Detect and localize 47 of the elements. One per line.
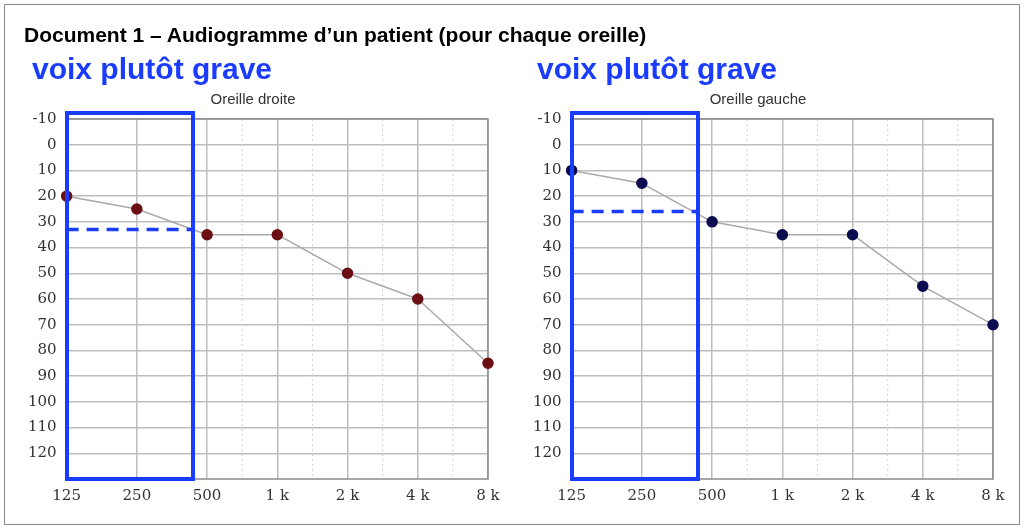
x-tick-label: 2 k bbox=[840, 485, 866, 504]
x-tick-label: 500 bbox=[192, 485, 222, 504]
y-tick-label: 30 bbox=[542, 211, 562, 230]
x-tick-label: 2 k bbox=[335, 485, 361, 504]
y-tick-label: -10 bbox=[32, 108, 57, 127]
y-tick-label: 60 bbox=[542, 288, 562, 307]
text: voix plutôt grave bbox=[537, 52, 779, 85]
y-tick-label: 50 bbox=[542, 263, 562, 282]
x-tick-label: 8 k bbox=[981, 485, 1006, 504]
text: Document 1 – Audiogramme d’un patient (pour chaque oreille) bbox=[24, 23, 647, 47]
x-tick-label: 1 k bbox=[770, 485, 795, 504]
chart-title: Oreille gauche bbox=[709, 90, 807, 108]
y-tick-label: 90 bbox=[37, 366, 57, 385]
y-tick-label: 80 bbox=[37, 340, 57, 359]
y-tick-label: 80 bbox=[542, 340, 562, 359]
y-tick-label: 110 bbox=[532, 417, 562, 436]
y-tick-label: 70 bbox=[37, 314, 57, 333]
y-tick-label: 100 bbox=[27, 391, 57, 410]
y-tick-label: -10 bbox=[537, 108, 562, 127]
y-tick-label: 20 bbox=[37, 186, 57, 205]
x-tick-label: 250 bbox=[627, 485, 657, 504]
x-tick-label: 250 bbox=[122, 485, 152, 504]
y-tick-label: 60 bbox=[37, 288, 57, 307]
y-tick-label: 100 bbox=[532, 391, 562, 410]
x-tick-label: 125 bbox=[557, 485, 586, 504]
y-tick-label: 30 bbox=[37, 211, 57, 230]
y-tick-label: 120 bbox=[27, 443, 57, 462]
x-tick-label: 4 k bbox=[406, 485, 431, 504]
chart-title: Oreille droite bbox=[210, 90, 296, 108]
x-tick-label: 1 k bbox=[265, 485, 290, 504]
y-tick-label: 20 bbox=[542, 186, 562, 205]
y-tick-label: 70 bbox=[542, 314, 562, 333]
y-tick-label: 0 bbox=[47, 134, 57, 153]
y-tick-label: 110 bbox=[27, 417, 57, 436]
y-tick-label: 90 bbox=[542, 366, 562, 385]
y-tick-label: 50 bbox=[37, 263, 57, 282]
x-tick-label: 500 bbox=[697, 485, 727, 504]
y-tick-label: 10 bbox=[37, 160, 57, 179]
x-tick-label: 8 k bbox=[476, 485, 501, 504]
y-tick-label: 0 bbox=[552, 134, 562, 153]
y-tick-label: 40 bbox=[542, 237, 562, 256]
y-tick-label: 10 bbox=[542, 160, 562, 179]
x-tick-label: 125 bbox=[52, 485, 81, 504]
x-tick-label: 4 k bbox=[911, 485, 936, 504]
text: voix plutôt grave bbox=[32, 52, 274, 85]
y-tick-label: 40 bbox=[37, 237, 57, 256]
y-tick-label: 120 bbox=[532, 443, 562, 462]
